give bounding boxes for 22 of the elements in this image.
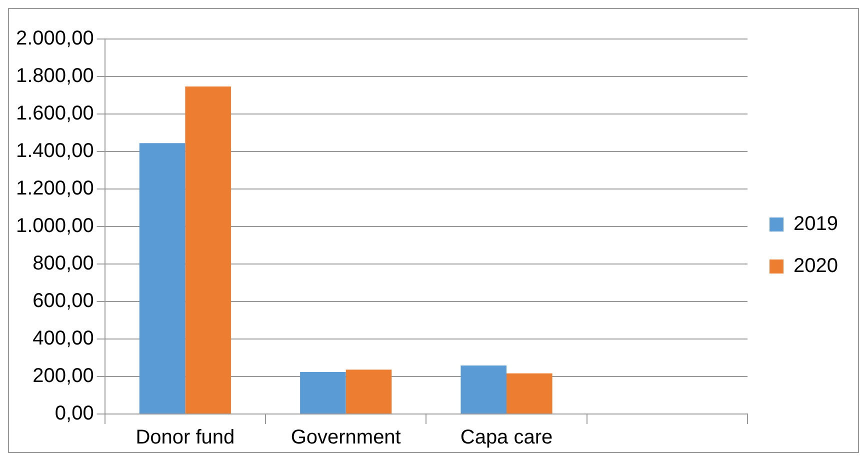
bar (185, 86, 231, 414)
x-tick-label: Donor fund (136, 426, 235, 449)
y-tick-label: 0,00 (54, 402, 94, 425)
bar (300, 372, 346, 414)
y-tick-label: 1.000,00 (16, 215, 94, 238)
bar (460, 365, 507, 414)
y-tick-label: 800,00 (32, 252, 94, 275)
y-tick-label: 400,00 (32, 328, 94, 350)
y-tick-label: 1.400,00 (16, 140, 94, 162)
y-tick-label: 2.000,00 (16, 28, 94, 50)
x-tick-label: Government (290, 426, 402, 449)
y-tick-label: 200,00 (32, 365, 94, 388)
x-tick-label: Capa care (460, 426, 553, 449)
legend-label: 2019 (794, 213, 838, 236)
legend-label: 2020 (794, 255, 838, 278)
y-tick-label: 1.200,00 (16, 178, 94, 200)
bar (346, 370, 392, 414)
bar (506, 373, 552, 414)
y-tick-label: 1.800,00 (16, 65, 94, 88)
bar (139, 143, 186, 414)
y-tick-label: 1.600,00 (16, 102, 94, 125)
y-tick-label: 600,00 (32, 290, 94, 312)
